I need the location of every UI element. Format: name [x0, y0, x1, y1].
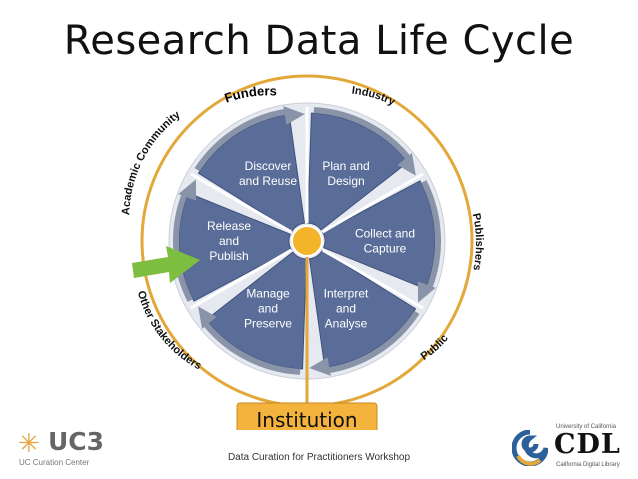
uc3-name: UC3 — [48, 427, 105, 456]
green-pointer-arrow — [132, 246, 200, 283]
stakeholder-funders: Funders — [222, 83, 277, 105]
cdl-university: University of California — [556, 424, 617, 430]
cdl-subtitle: California Digital Library — [556, 462, 620, 468]
cdl-name: CDL — [554, 429, 621, 460]
segment-discover-reuse — [197, 113, 306, 233]
segment-label-manage-preserve: Manage and Preserve — [244, 287, 292, 331]
uc3-logo: ✳ UC3 UC Curation Center — [18, 428, 128, 470]
segment-collect-capture — [322, 180, 436, 290]
segment-label-plan-design: Plan and Design — [322, 159, 369, 188]
segment-divider — [321, 172, 424, 234]
swirl-icon — [512, 430, 548, 466]
cycle-arrow-rim — [202, 321, 301, 375]
center-hub — [291, 225, 323, 257]
asterisk-icon: ✳ — [18, 428, 40, 458]
stakeholder-industry: Industry — [351, 85, 398, 109]
institution-label: Institution — [256, 408, 357, 430]
cycle-arrowhead — [309, 357, 331, 376]
segment-divider — [190, 172, 293, 234]
stakeholder-public: Public — [419, 332, 451, 363]
segment-plan-design — [307, 112, 409, 231]
segment-interpret-analyse — [308, 249, 417, 369]
segment-label-interpret-analyse: Interpret and Analyse — [324, 287, 369, 331]
cycle-arrowhead — [198, 306, 217, 330]
uc3-subtitle: UC Curation Center — [19, 458, 90, 467]
segment-label-discover-reuse: Discover and Reuse — [239, 159, 297, 188]
cycle-arrowhead — [397, 152, 416, 176]
institution-box — [236, 402, 378, 430]
cycle-arrow-rim — [421, 180, 441, 290]
slide-title: Research Data Life Cycle — [63, 18, 575, 64]
segment-label-collect-capture: Collect and Capture — [355, 227, 415, 256]
cycle-arrow-rim — [194, 108, 287, 172]
cycle-arrow-rim — [327, 310, 420, 374]
cdl-logo: University of California CDL California … — [512, 424, 632, 474]
segment-label-release-publish: Release and Publish — [207, 219, 251, 263]
life-cycle-diagram: Plan and Design Collect and Capture Interpre… — [120, 74, 485, 430]
footer-text: Data Curation for Practitioners Workshop — [227, 452, 411, 463]
cycle-arrow-rim — [313, 107, 412, 161]
segment-release-publish — [178, 192, 292, 302]
cycle-arrowhead — [283, 106, 305, 125]
segment-divider — [321, 248, 424, 310]
segment-manage-preserve — [205, 251, 307, 370]
segment-divider — [190, 248, 293, 310]
cycle-arrow-rim — [173, 192, 193, 302]
stakeholder-academic: Academic Community — [120, 108, 183, 215]
